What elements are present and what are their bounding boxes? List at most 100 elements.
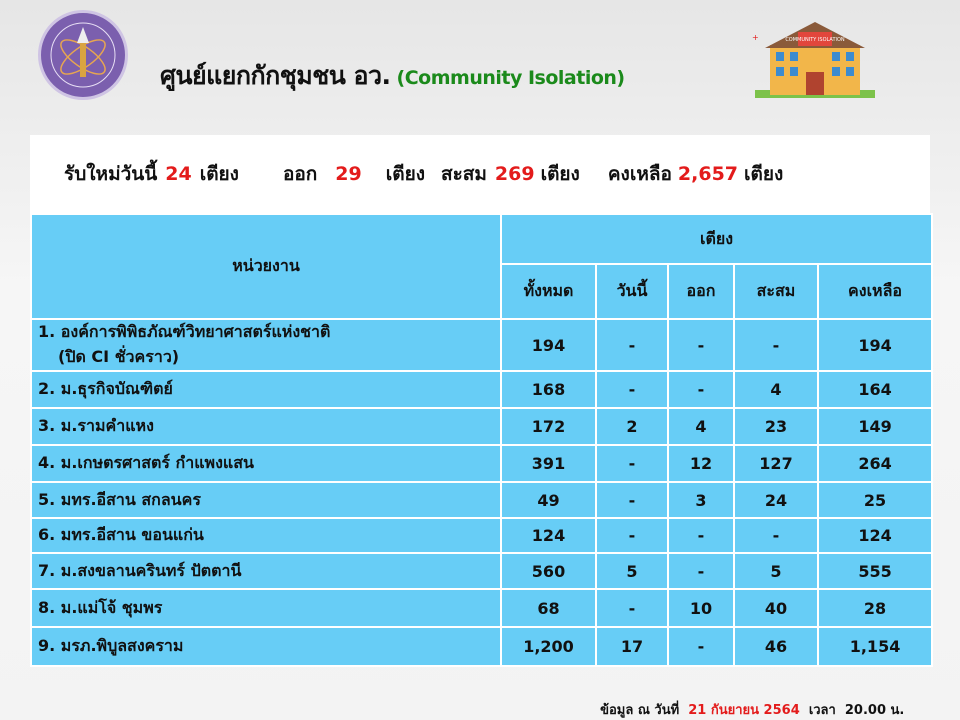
timestamp-time: 20.00 น. [844, 703, 905, 718]
ministry-logo [38, 10, 128, 100]
column-header-remaining: คงเหลือ [816, 263, 934, 320]
unit-name-cell: 6. มทร.อีสาน ขอนแก่น [30, 517, 502, 554]
table-row: 3. ม.รามคำแหง 172 2 4 23 149 [30, 407, 934, 446]
cell-total: 68 [500, 588, 597, 628]
unit-note: (ปิด CI ชั่วคราว) [58, 347, 180, 366]
unit-name: 8. ม.แม่โจ้ ชุมพร [38, 597, 163, 617]
community-isolation-building-illustration: COMMUNITY ISOLATION + [750, 20, 880, 100]
new-today-value: 24 [165, 163, 192, 185]
cell-cumulative: 23 [733, 407, 819, 446]
cell-out: 4 [667, 407, 735, 446]
unit-name-cell: 1. องค์การพิพิธภัณฑ์วิทยาศาสตร์แห่งชาติ (… [30, 318, 502, 372]
unit-column-header: หน่วยงาน [30, 213, 502, 320]
cell-remaining: 124 [816, 517, 934, 554]
timestamp-date: 21 กันยายน 2564 [688, 703, 800, 718]
unit-name-cell: 2. ม.ธุรกิจบัณฑิตย์ [30, 370, 502, 409]
unit-name: 3. ม.รามคำแหง [38, 416, 154, 435]
title-english: (Community Isolation) [396, 67, 626, 89]
cell-today: - [595, 444, 669, 483]
cell-cumulative: 127 [733, 444, 819, 483]
cell-out: 10 [667, 588, 735, 628]
table-row: 6. มทร.อีสาน ขอนแก่น 124- - -124 [30, 517, 934, 554]
cell-cumulative: 4 [733, 370, 819, 409]
svg-text:+: + [752, 33, 759, 42]
column-header-cumulative: สะสม [733, 263, 819, 320]
unit-name-cell: 3. ม.รามคำแหง [30, 407, 502, 446]
cell-total: 168 [500, 370, 597, 409]
data-timestamp: ข้อมูล ณ วันที่ 21 กันยายน 2564 เวลา 20.… [591, 684, 904, 720]
unit-name: 1. องค์การพิพิธภัณฑ์วิทยาศาสตร์แห่งชาติ [38, 322, 331, 341]
cell-cumulative: - [733, 318, 819, 372]
cell-remaining: 264 [816, 444, 934, 483]
cell-cumulative: 40 [733, 588, 819, 628]
discharged-label: ออก [282, 163, 318, 185]
cell-remaining: 28 [816, 588, 934, 628]
cell-out: - [667, 370, 735, 409]
remaining-value: 2,657 [677, 163, 739, 185]
cell-cumulative: 5 [733, 552, 819, 590]
table-row: 9. มรภ.พิบูลสงคราม 1,200 17-46 1,154 [30, 626, 934, 667]
table-row: 5. มทร.อีสาน สกลนคร 49-3 24 25 [30, 481, 934, 519]
cell-cumulative: 24 [733, 481, 819, 519]
unit-name: 7. ม.สงขลานครินทร์ ปัตตานี [38, 560, 242, 580]
new-today-label: รับใหม่วันนี้ [64, 163, 158, 185]
atom-emblem-icon [50, 22, 116, 88]
cell-remaining: 194 [816, 318, 934, 372]
cell-total: 172 [500, 407, 597, 446]
bed-status-table: หน่วยงาน เตียง ทั้งหมด วันนี้ ออก สะสม ค… [30, 213, 934, 667]
remaining-label: คงเหลือ [607, 163, 672, 185]
unit-name: 2. ม.ธุรกิจบัณฑิตย์ [38, 379, 173, 398]
beds-group-header: เตียง [499, 213, 934, 265]
unit-label: เตียง [199, 163, 239, 185]
table-row: 8. ม.แม่โจ้ ชุมพร 68-10 40 28 [30, 588, 934, 628]
cell-out: 12 [667, 444, 735, 483]
column-header-out: ออก [667, 263, 735, 320]
cell-out: - [667, 626, 735, 667]
unit-name-cell: 4. ม.เกษตรศาสตร์ กำแพงแสน [30, 444, 502, 483]
cell-today: 2 [595, 407, 669, 446]
cell-total: 1,200 [500, 626, 597, 667]
unit-label: เตียง [540, 163, 580, 185]
unit-label: เตียง [744, 163, 784, 185]
table-row: 1. องค์การพิพิธภัณฑ์วิทยาศาสตร์แห่งชาติ (… [30, 318, 934, 372]
cell-out: 3 [667, 481, 735, 519]
cell-total: 124 [500, 517, 597, 554]
table-row: 2. ม.ธุรกิจบัณฑิตย์ 168- -4 164 [30, 370, 934, 409]
unit-name-cell: 7. ม.สงขลานครินทร์ ปัตตานี [30, 552, 502, 590]
unit-name: 4. ม.เกษตรศาสตร์ กำแพงแสน [38, 453, 254, 472]
cell-out: - [667, 552, 735, 590]
cell-total: 391 [500, 444, 597, 483]
cell-cumulative: - [733, 517, 819, 554]
cell-today: - [595, 318, 669, 372]
column-header-today: วันนี้ [595, 263, 669, 320]
table-row: 7. ม.สงขลานครินทร์ ปัตตานี 560 5-5 555 [30, 552, 934, 590]
cell-out: - [667, 517, 735, 554]
cell-today: - [595, 517, 669, 554]
unit-name-cell: 9. มรภ.พิบูลสงคราม [30, 626, 502, 667]
time-label: เวลา [808, 703, 836, 718]
cell-cumulative: 46 [733, 626, 819, 667]
unit-name: 9. มรภ.พิบูลสงคราม [38, 636, 184, 655]
cell-remaining: 555 [816, 552, 934, 590]
cumulative-label: สะสม [440, 163, 487, 185]
timestamp-label: ข้อมูล ณ วันที่ [600, 703, 680, 718]
cell-today: - [595, 588, 669, 628]
daily-summary-bar: รับใหม่วันนี้ 24 เตียง ออก 29 เตียง สะสม… [30, 135, 930, 213]
cell-remaining: 1,154 [816, 626, 934, 667]
cell-total: 194 [500, 318, 597, 372]
unit-name: 5. มทร.อีสาน สกลนคร [38, 489, 201, 509]
cell-remaining: 25 [816, 481, 934, 519]
column-header-total: ทั้งหมด [500, 263, 597, 320]
cell-today: - [595, 370, 669, 409]
cumulative-value: 269 [494, 163, 535, 185]
unit-name-cell: 5. มทร.อีสาน สกลนคร [30, 481, 502, 519]
cell-today: - [595, 481, 669, 519]
cell-out: - [667, 318, 735, 372]
cell-today: 17 [595, 626, 669, 667]
cell-remaining: 149 [816, 407, 934, 446]
cell-remaining: 164 [816, 370, 934, 409]
cell-total: 560 [500, 552, 597, 590]
unit-name-cell: 8. ม.แม่โจ้ ชุมพร [30, 588, 502, 628]
unit-name: 6. มทร.อีสาน ขอนแก่น [38, 525, 204, 544]
cell-total: 49 [500, 481, 597, 519]
